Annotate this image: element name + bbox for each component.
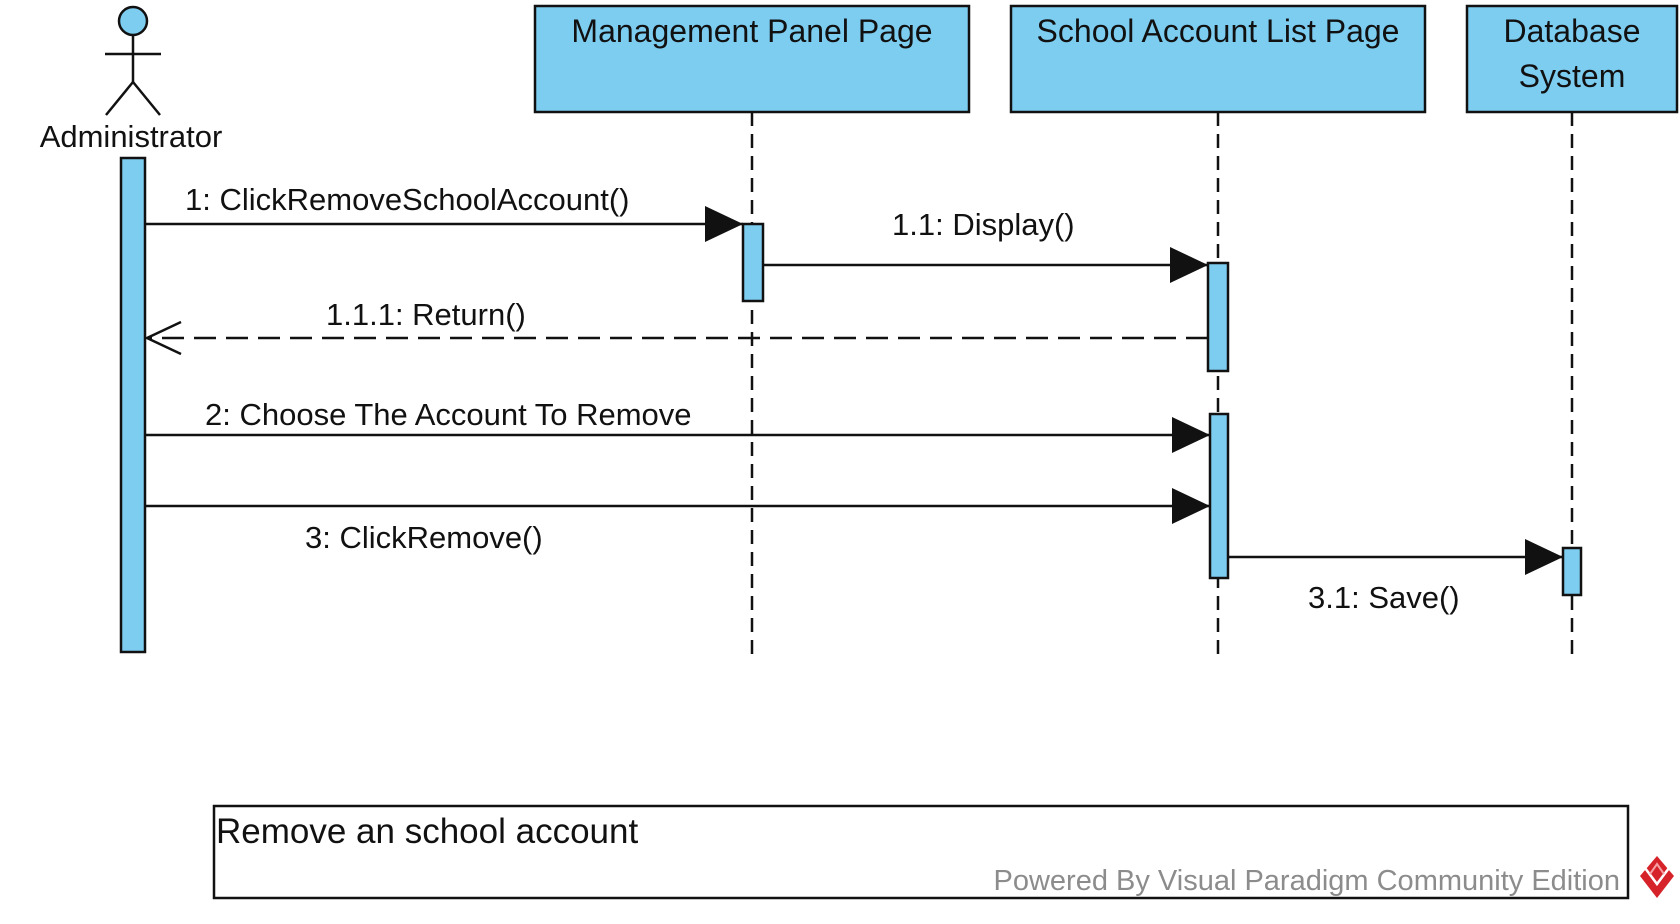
lifeline-label: School Account List Page — [1037, 13, 1400, 49]
message-label: 1: ClickRemoveSchoolAccount() — [185, 182, 630, 217]
lifeline-label-line-2: System — [1519, 58, 1626, 94]
message-label: 2: Choose The Account To Remove — [205, 397, 692, 432]
stick-figure-icon — [105, 5, 161, 116]
watermark-text: Powered By Visual Paradigm Community Edi… — [994, 865, 1620, 897]
diagram-frame: Remove an school account Powered By Visu… — [212, 804, 1674, 900]
lifeline-database-system: Database System — [1465, 4, 1679, 655]
actor-label: Administrator — [40, 119, 223, 154]
message-1-1: 1.1: Display() — [763, 207, 1208, 283]
lifeline-school-account-list-page: School Account List Page — [1009, 4, 1427, 655]
lifeline-management-panel-page: Management Panel Page — [533, 4, 971, 655]
activation-bar-management-panel — [741, 222, 765, 303]
activation-bar-list-page-2 — [1208, 412, 1230, 580]
activation-bar-list-page-1 — [1206, 261, 1230, 373]
message-label: 3: ClickRemove() — [305, 520, 543, 555]
message-label: 1.1: Display() — [892, 207, 1075, 242]
message-3-1: 3.1: Save() — [1228, 539, 1563, 615]
message-label: 1.1.1: Return() — [326, 297, 526, 332]
activation-bar-administrator — [119, 156, 147, 654]
lifeline-label-line-1: Database — [1504, 13, 1641, 49]
message-label: 3.1: Save() — [1308, 580, 1460, 615]
message-3: 3: ClickRemove() — [145, 488, 1210, 555]
lifeline-label: Management Panel Page — [571, 13, 932, 49]
message-1: 1: ClickRemoveSchoolAccount() — [145, 182, 743, 242]
diagram-title: Remove an school account — [216, 812, 638, 851]
actor-administrator: Administrator — [40, 5, 223, 154]
message-1-1-1-return: 1.1.1: Return() — [144, 297, 1208, 356]
message-2: 2: Choose The Account To Remove — [145, 397, 1210, 453]
visual-paradigm-logo-icon — [1640, 856, 1674, 898]
activation-bar-database — [1561, 546, 1583, 597]
